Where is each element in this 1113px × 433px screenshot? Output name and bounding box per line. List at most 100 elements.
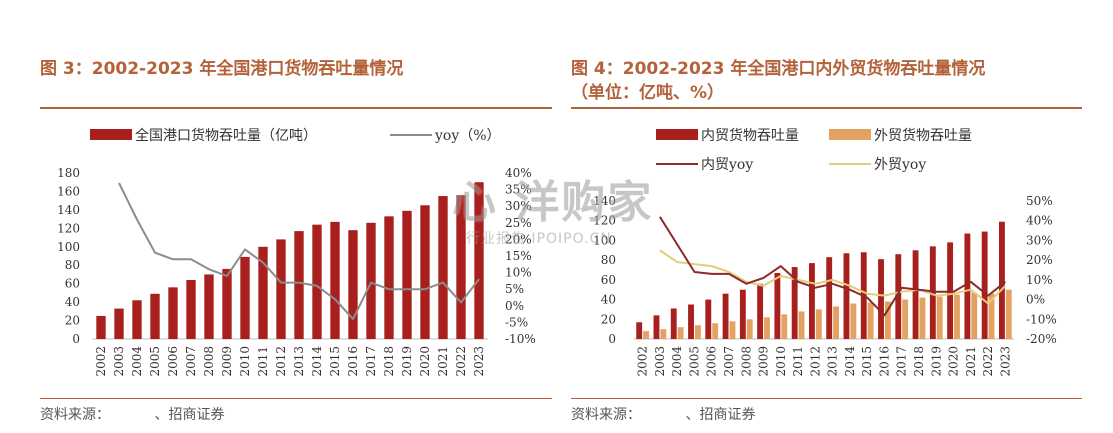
y-left-tick-label: 100 — [593, 233, 616, 247]
x-tick-label: 2018 — [382, 346, 396, 377]
x-tick-label: 2005 — [148, 346, 162, 377]
bar-foreign — [884, 301, 891, 339]
bar-domestic — [929, 246, 936, 339]
x-tick-label: 2007 — [184, 346, 198, 377]
bar-throughput — [330, 221, 340, 339]
bar-throughput — [240, 256, 250, 339]
bar-domestic — [739, 289, 746, 339]
figure-4-title-line1: 图 4：2002-2023 年全国港口内外贸货物吞吐量情况 — [571, 59, 986, 79]
bar-throughput — [366, 222, 376, 339]
x-tick-label: 2020 — [947, 346, 961, 377]
x-tick-label: 2023 — [472, 346, 486, 377]
x-tick-label: 2006 — [166, 346, 180, 377]
figure-3-title: 图 3：2002-2023 年全国港口货物吞吐量情况 — [40, 59, 404, 79]
figure-3-source-rule — [40, 398, 552, 399]
bar-foreign — [764, 317, 770, 339]
bar-foreign — [833, 306, 840, 339]
bar-throughput — [402, 210, 412, 339]
y-left-tick-label: 160 — [57, 184, 80, 198]
y-right-tick-label: -10% — [1026, 312, 1057, 326]
y-right-tick-label: 25% — [505, 216, 532, 230]
x-tick-label: 2005 — [687, 346, 701, 377]
x-tick-label: 2004 — [670, 346, 684, 377]
y-right-tick-label: 10% — [1026, 273, 1053, 287]
bar-domestic — [688, 304, 694, 339]
x-tick-label: 2009 — [220, 346, 234, 377]
y-left-tick-label: 20 — [65, 314, 80, 328]
x-tick-label: 2009 — [757, 346, 771, 377]
bar-foreign — [781, 314, 788, 339]
bar-foreign — [729, 321, 736, 339]
bar-domestic — [653, 315, 660, 339]
legend-label-throughput: 全国港口货物吞吐量（亿吨） — [135, 127, 317, 144]
figure-3-panel: 图 3：2002-2023 年全国港口货物吞吐量情况 全国港口货物吞吐量（亿吨）… — [0, 0, 556, 433]
bar-throughput — [276, 239, 286, 339]
x-tick-label: 2019 — [929, 346, 943, 377]
y-left-tick-label: 80 — [65, 258, 80, 272]
y-left-tick-label: 0 — [72, 332, 80, 346]
bar-foreign — [936, 296, 943, 339]
legend-label-foreign-yoy: 外贸yoy — [874, 157, 926, 173]
bar-throughput — [456, 195, 466, 339]
y-left-tick-label: 60 — [65, 277, 80, 291]
y-left-tick-label: 40 — [601, 293, 616, 307]
x-tick-label: 2014 — [310, 346, 324, 377]
bar-throughput — [294, 231, 304, 339]
y-left-tick-label: 40 — [65, 295, 80, 309]
bar-foreign — [902, 299, 909, 339]
x-tick-label: 2011 — [256, 346, 270, 377]
bar-domestic — [670, 308, 677, 339]
x-tick-label: 2015 — [328, 346, 342, 377]
legend-swatch-foreign — [829, 129, 871, 140]
x-tick-label: 2007 — [722, 346, 736, 377]
bar-foreign — [971, 292, 978, 339]
bar-domestic — [826, 257, 833, 339]
source-suffix: 、招商证券 — [154, 407, 225, 423]
x-tick-label: 2010 — [238, 346, 252, 377]
line-yoy — [118, 182, 480, 321]
bar-domestic — [843, 253, 850, 339]
y-left-tick-label: 180 — [57, 166, 80, 180]
legend-label-foreign: 外贸货物吞吐量 — [874, 127, 972, 144]
bar-throughput — [168, 287, 178, 339]
y-right-tick-label: 30% — [505, 199, 532, 213]
x-tick-label: 2020 — [418, 346, 432, 377]
legend-label-domestic: 内贸货物吞吐量 — [701, 127, 799, 144]
figure-4-source-rule — [571, 398, 1082, 399]
x-tick-label: 2019 — [400, 346, 414, 377]
legend-swatch-throughput — [90, 129, 132, 140]
figure-3-chart: 全国港口货物吞吐量（亿吨） yoy（%） 0 20 40 60 80 100 120 140 160… — [57, 127, 536, 377]
bar-foreign — [988, 293, 995, 339]
source-prefix: 资料来源： — [571, 407, 641, 423]
x-tick-label: 2023 — [998, 346, 1012, 377]
y-left-tick-label: 140 — [593, 194, 616, 208]
bar-throughput — [150, 293, 160, 339]
bar-foreign — [867, 302, 874, 339]
bar-foreign — [643, 331, 650, 339]
bar-foreign — [677, 327, 684, 339]
bar-domestic — [791, 267, 798, 339]
y-right-tick-label: 35% — [505, 183, 532, 197]
bar-foreign — [850, 303, 857, 339]
x-tick-label: 2008 — [202, 346, 216, 377]
figure-3-title-rule — [40, 107, 552, 109]
line-foreign-yoy — [659, 249, 1007, 305]
x-tick-label: 2021 — [964, 346, 978, 377]
x-tick-label: 2022 — [454, 346, 468, 377]
source-suffix: 、招商证券 — [685, 407, 756, 423]
y-right-tick-label: 20% — [1026, 253, 1053, 267]
x-tick-label: 2016 — [346, 346, 360, 377]
bar-domestic — [722, 293, 729, 339]
y-left-tick-label: 120 — [593, 214, 616, 228]
y-right-tick-label: 10% — [505, 266, 532, 280]
bar-domestic — [964, 233, 971, 339]
bar-throughput — [474, 182, 484, 339]
y-right-tick-label: 0% — [505, 299, 524, 313]
x-tick-label: 2008 — [739, 346, 753, 377]
bar-foreign — [660, 329, 667, 339]
figure-3-source: 资料来源： 、招商证券 — [40, 404, 225, 424]
y-right-tick-label: 30% — [1026, 233, 1053, 247]
bar-throughput — [348, 230, 358, 339]
legend-swatch-domestic — [656, 129, 698, 140]
